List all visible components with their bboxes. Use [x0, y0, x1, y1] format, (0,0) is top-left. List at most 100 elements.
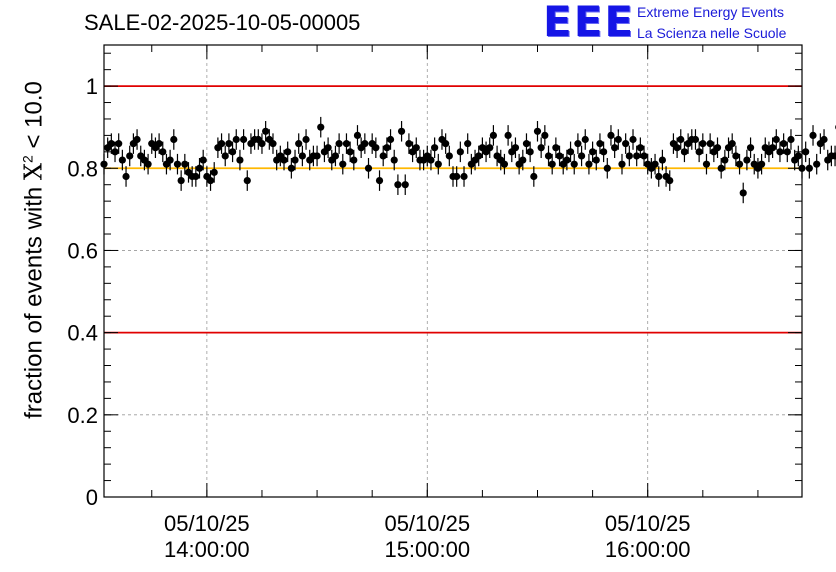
data-marker [570, 160, 578, 168]
data-point [346, 141, 354, 163]
data-point [743, 149, 751, 171]
data-marker [680, 148, 689, 156]
data-marker [122, 172, 130, 181]
data-marker [159, 148, 167, 156]
data-point [217, 133, 226, 154]
data-point [577, 145, 586, 167]
data-marker [655, 172, 663, 181]
data-point [111, 141, 119, 163]
data-marker [210, 168, 218, 176]
data-marker [258, 140, 266, 148]
data-point [383, 137, 391, 158]
data-marker [236, 156, 244, 164]
data-marker [475, 152, 483, 160]
data-point [280, 149, 288, 171]
data-marker [805, 164, 813, 172]
data-marker [155, 140, 163, 148]
data-point [618, 153, 626, 175]
y-axis-label-exponent: 2 [19, 155, 36, 163]
data-point [713, 137, 722, 158]
data-marker [820, 135, 828, 144]
data-marker [397, 127, 406, 135]
data-marker [350, 156, 358, 164]
data-point [342, 133, 351, 154]
data-point [622, 133, 630, 154]
data-point [133, 129, 141, 150]
data-marker [776, 148, 784, 156]
data-point [232, 129, 240, 150]
data-point [739, 182, 747, 204]
data-point [372, 137, 380, 158]
data-point [666, 170, 674, 191]
data-point [353, 125, 362, 146]
data-marker [199, 156, 207, 164]
data-point [475, 145, 483, 167]
data-marker [544, 152, 553, 160]
data-marker [548, 160, 556, 168]
data-point [533, 121, 542, 142]
data-marker [364, 164, 373, 172]
eee-logo-mark: EEE [543, 0, 636, 46]
data-point [401, 174, 409, 195]
data-marker [353, 131, 362, 139]
data-marker [280, 156, 288, 164]
x-tick-date-label: 05/10/25 [605, 511, 691, 536]
data-marker [618, 160, 626, 168]
data-point [361, 133, 369, 154]
data-point [262, 121, 270, 142]
data-point [269, 133, 277, 154]
data-marker [702, 160, 711, 168]
data-marker [166, 156, 174, 164]
grid-lines [104, 45, 802, 497]
data-marker [530, 172, 538, 181]
data-point [680, 141, 689, 163]
data-point [397, 121, 406, 142]
data-marker [577, 152, 586, 160]
data-marker [383, 144, 391, 152]
data-point [324, 137, 332, 158]
data-marker [126, 152, 134, 160]
data-marker [596, 140, 604, 148]
data-point [511, 137, 520, 158]
data-marker [173, 160, 182, 168]
data-marker [372, 144, 380, 152]
data-marker [533, 127, 542, 135]
data-point [331, 145, 340, 167]
data-point [607, 125, 615, 146]
data-marker [809, 131, 817, 139]
data-point [544, 145, 553, 167]
data-marker [581, 135, 589, 144]
data-marker [625, 152, 633, 160]
data-point [555, 145, 564, 167]
data-marker [262, 127, 270, 135]
data-point [592, 149, 600, 171]
data-marker [177, 177, 185, 185]
data-point [717, 158, 725, 179]
data-point [651, 153, 659, 175]
data-point [486, 137, 494, 158]
data-marker [486, 144, 494, 152]
data-marker [511, 144, 520, 152]
data-marker [666, 177, 674, 185]
data-marker [622, 140, 630, 148]
data-marker [346, 148, 354, 156]
data-point [702, 153, 711, 175]
data-point [500, 153, 509, 175]
data-point [390, 149, 398, 171]
data-point [552, 137, 560, 158]
data-marker [640, 152, 648, 160]
data-point [831, 145, 836, 167]
data-point [427, 149, 435, 171]
data-point [614, 129, 622, 150]
data-point [295, 133, 303, 154]
data-point [640, 145, 648, 167]
data-point [118, 149, 126, 171]
data-marker [614, 135, 622, 144]
data-point [585, 153, 593, 175]
data-point [335, 133, 343, 154]
data-marker [269, 140, 277, 148]
data-marker [695, 148, 703, 156]
data-point [721, 149, 729, 171]
data-point [460, 166, 468, 187]
data-marker [434, 160, 442, 168]
